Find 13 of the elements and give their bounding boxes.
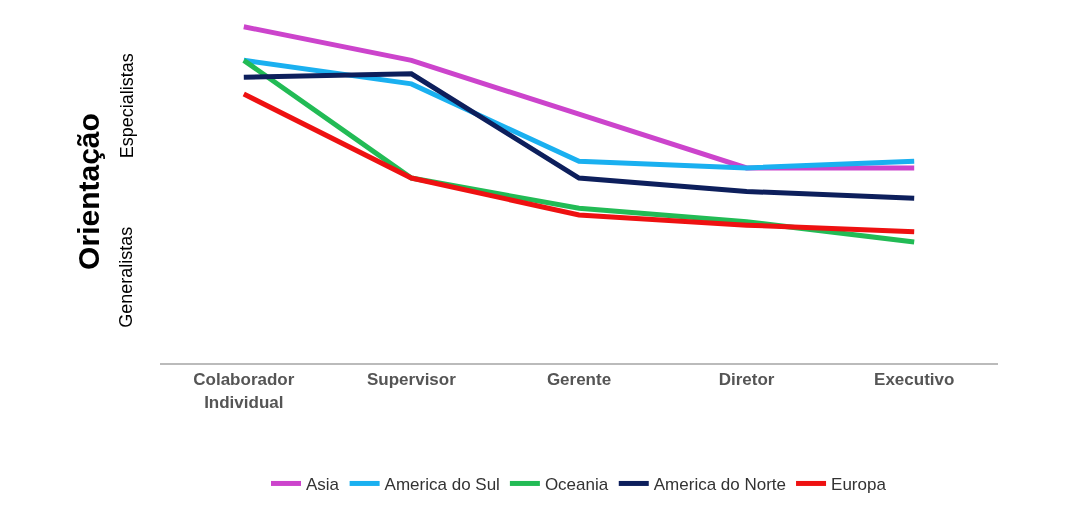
- x-tick-label: Diretor: [718, 370, 775, 390]
- x-tick-label: Executivo: [874, 370, 955, 390]
- text: Especialistas: [116, 53, 137, 159]
- legend-label: America do Norte: [653, 475, 787, 495]
- x-tick-label: Gerente: [546, 370, 612, 390]
- y-axis-title: Orientação: [72, 113, 105, 270]
- legend-label: Oceania: [544, 475, 609, 495]
- x-tick-label: Supervisor: [366, 370, 457, 390]
- legend-label: Europa: [831, 475, 887, 495]
- x-tick-label: Colaborador Individual: [193, 370, 295, 412]
- text: Generalistas: [116, 226, 137, 328]
- legend-label: Asia: [306, 475, 340, 495]
- legend-label: America do Sul: [384, 475, 500, 495]
